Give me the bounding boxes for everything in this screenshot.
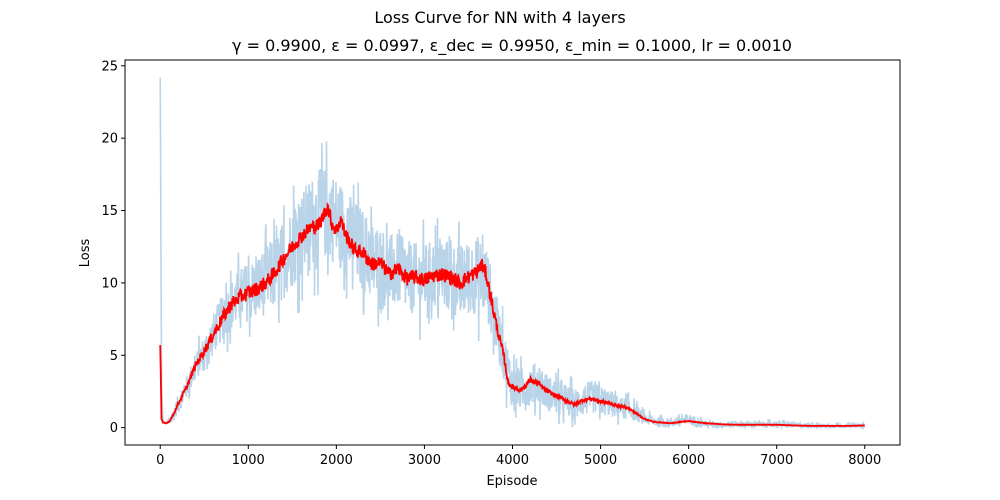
x-axis-label: Episode (486, 474, 537, 489)
tick-layer: 0 1000 2000 3000 4000 5000 6000 7000 8000 0 5 10 15 2… (101, 59, 881, 468)
x-tick-label: 2000 (320, 453, 353, 468)
y-tick-label: 15 (101, 204, 118, 219)
smoothed-loss-line (159, 201, 865, 427)
x-tick-label: 1000 (232, 453, 265, 468)
x-tick-label: 3000 (408, 453, 441, 468)
y-tick-label: 5 (110, 349, 118, 364)
y-tick-label: 10 (101, 276, 118, 291)
x-tick-label: 6000 (672, 453, 705, 468)
y-tick-label: 20 (101, 132, 118, 147)
y-tick-label: 0 (110, 421, 118, 436)
x-tick-label: 0 (156, 453, 164, 468)
x-tick-label: 7000 (760, 453, 793, 468)
y-axis-label: Loss (78, 239, 93, 268)
x-tick-label: 4000 (496, 453, 529, 468)
chart-title: γ = 0.9900, ε = 0.0997, ε_dec = 0.9950, … (232, 36, 792, 56)
x-tick-label: 5000 (584, 453, 617, 468)
series-layer (159, 77, 866, 431)
chart-suptitle: Loss Curve for NN with 4 layers (374, 8, 625, 27)
y-tick-label: 25 (101, 59, 118, 74)
plot-frame (124, 59, 901, 446)
x-tick-label: 8000 (848, 453, 881, 468)
